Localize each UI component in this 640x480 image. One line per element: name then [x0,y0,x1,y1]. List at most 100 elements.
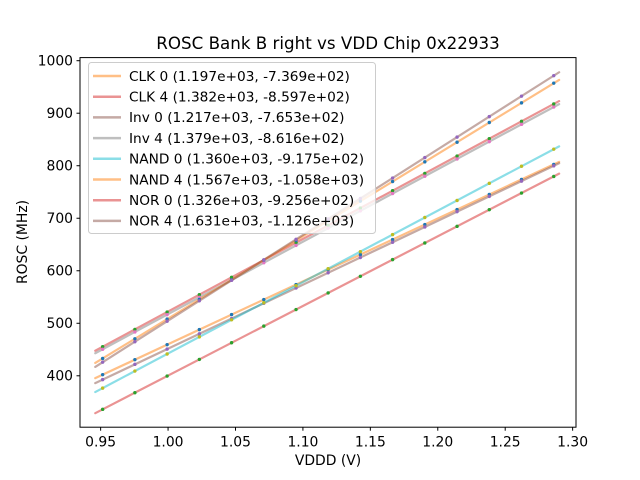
data-point-nand-4 [100,356,105,361]
data-point-nor-0 [133,390,137,395]
data-point-nor-0 [262,324,266,328]
y-axis-label: ROSC (MHz) [15,199,31,285]
x-tick-label: 1.15 [355,435,386,451]
y-tick-label: 600 [46,264,73,280]
data-point-nor-4 [552,73,556,78]
data-point-clk-0 [100,372,105,377]
data-point-inv-4 [552,105,556,109]
data-point-clk-4 [552,102,556,106]
data-point-inv-0 [487,194,491,199]
legend-row-nand-0: NAND 0 (1.360e+03, -9.175e+02) [93,152,364,168]
data-point-nor-4 [294,237,298,242]
data-point-nor-4 [133,340,137,344]
data-point-nor-0 [165,374,169,378]
data-point-clk-4 [197,293,202,297]
y-tick-label: 900 [46,106,73,122]
data-point-nand-0 [100,386,105,390]
data-point-nand-0 [165,352,169,356]
data-point-inv-0 [390,240,395,244]
data-point-nand-0 [455,198,459,203]
legend-row-clk-0: CLK 0 (1.197e+03, -7.369e+02) [93,69,350,85]
data-point-clk-4 [390,189,395,193]
legend-label-nor-0: NOR 0 (1.326e+03, -9.256e+02) [129,193,354,209]
data-point-nor-0 [519,191,524,195]
legend-row-inv-4: Inv 4 (1.379e+03, -8.616e+02) [93,131,345,147]
data-point-nand-4 [423,160,427,164]
legend: CLK 0 (1.197e+03, -7.369e+02) CLK 4 (1.38… [88,62,376,234]
data-point-nor-4 [519,94,524,98]
x-axis-label: VDDD (V) [294,453,362,469]
data-point-clk-0 [133,357,137,362]
data-point-inv-0 [197,332,202,336]
data-point-inv-4 [294,243,298,248]
data-point-nor-0 [358,274,363,278]
legend-row-nand-4: NAND 4 (1.567e+03, -1.058e+03) [93,172,364,188]
data-point-nand-0 [390,232,395,237]
legend-label-inv-0: Inv 0 (1.217e+03, -7.653e+02) [129,110,345,126]
data-point-nor-4 [165,319,169,323]
data-point-clk-4 [519,119,524,124]
data-point-nor-4 [100,360,105,364]
data-point-nand-0 [519,164,524,168]
data-point-clk-4 [487,136,491,141]
y-tick-label: 700 [46,211,73,227]
data-point-inv-4 [100,347,105,351]
data-point-inv-0 [100,377,105,382]
series-inv-0 [94,162,561,385]
data-point-inv-4 [165,312,169,317]
x-tick-label: 1.25 [490,435,521,451]
data-point-nand-4 [133,337,137,341]
legend-label-inv-4: Inv 4 (1.379e+03, -8.616e+02) [129,131,345,147]
legend-row-clk-4: CLK 4 (1.382e+03, -8.597e+02) [93,89,350,105]
data-point-nor-4 [229,278,234,283]
data-point-nand-4 [519,101,524,105]
data-point-nand-0 [487,181,491,186]
legend-frame [88,62,376,234]
data-point-nor-0 [455,224,459,229]
data-point-nor-0 [423,241,427,245]
data-point-inv-0 [358,255,363,260]
data-point-nand-4 [390,179,395,184]
x-tick-label: 1.05 [220,435,251,451]
data-point-inv-4 [390,191,395,196]
legend-row-nor-0: NOR 0 (1.326e+03, -9.256e+02) [93,193,354,209]
data-point-nor-4 [455,135,459,139]
data-point-nand-0 [358,249,363,254]
data-point-nor-4 [487,114,491,119]
x-tick-label: 0.95 [85,435,116,451]
data-point-inv-0 [423,225,427,229]
legend-label-clk-4: CLK 4 (1.382e+03, -8.597e+02) [129,89,350,105]
data-point-clk-0 [390,237,395,242]
data-point-inv-4 [455,157,459,161]
data-point-nand-0 [326,267,330,271]
data-point-nand-0 [423,215,427,220]
data-point-inv-4 [423,174,427,178]
data-point-clk-0 [358,252,363,257]
legend-label-nand-0: NAND 0 (1.360e+03, -9.175e+02) [129,152,364,168]
series-nand-0 [94,145,561,394]
data-point-nor-0 [552,174,556,179]
data-point-inv-0 [552,164,556,168]
y-tick-label: 500 [46,316,73,332]
data-point-nand-0 [197,335,202,339]
data-point-nor-4 [390,176,395,180]
data-point-inv-0 [133,362,137,367]
data-point-clk-0 [165,342,169,347]
data-point-inv-4 [487,139,491,144]
series-nor-0 [94,172,561,415]
x-tick-label: 1.10 [287,435,318,451]
x-tick-label: 1.00 [153,435,184,451]
legend-label-nor-4: NOR 4 (1.631e+03, -1.126e+03) [129,214,354,230]
data-point-clk-0 [262,297,266,302]
data-point-inv-0 [519,179,524,183]
data-point-inv-0 [326,271,330,275]
data-point-inv-0 [165,347,169,351]
x-tick-label: 1.20 [422,435,453,451]
legend-row-inv-0: Inv 0 (1.217e+03, -7.653e+02) [93,110,345,126]
data-point-inv-4 [519,122,524,127]
data-point-nand-4 [455,140,459,144]
axes-spines [79,57,577,428]
legend-label-clk-0: CLK 0 (1.197e+03, -7.369e+02) [129,69,350,85]
